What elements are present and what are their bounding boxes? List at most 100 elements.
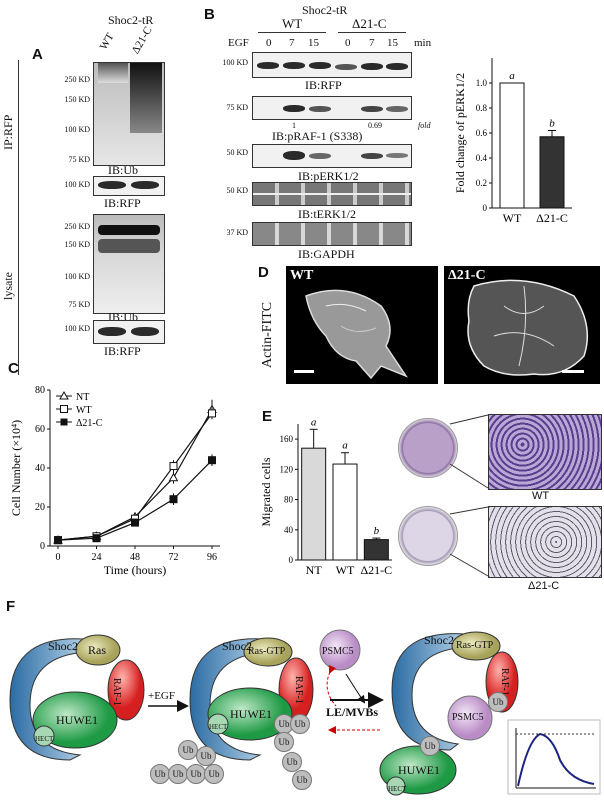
panel-b-ib-perk: IB:pERK1/2 [298,169,359,183]
panel-d-mut-label: Δ21-C [448,268,486,283]
bar [332,463,358,561]
ub-chain-item: Ub [290,714,310,734]
panel-a-header: Shoc2-tR [108,13,154,27]
panel-b-ib-gapdh: IB:GAPDH [298,247,355,261]
panel-d-letter: D [258,264,269,281]
f-lemvb: LE/MVBs [326,705,379,719]
series-line [57,459,213,541]
y-tick-label: 60 [35,424,45,435]
y-tick-label: 40 [35,463,45,474]
ub-chain-item: Ub [178,740,198,760]
panel-e-mut-zoom [488,506,602,578]
ub-chain-item: Ub [150,764,170,784]
panel-b-ib-rfp: IB:RFP [305,78,342,92]
x-tick-label: 72 [169,552,179,563]
panel-f-letter: F [6,598,16,615]
data-point [92,534,101,543]
panel-b-quant-chart: 0 0.2 0.4 0.6 0.8 1.0 a WT b Δ21-C Fold change of … [453,58,572,225]
panel-b-t5: 15 [387,37,398,49]
ub-chain-item: Ub [186,764,206,784]
x-axis-label: Time (hours) [104,563,167,577]
panel-a-lys-marker-rfp: 100 KD [64,324,90,333]
panel-b-t1: 7 [289,37,295,49]
f-hect-1: HECT [35,735,54,743]
panel-b-kd-terk: 50 KD [226,186,248,195]
f-rasgtp-3: Ras-GTP [456,640,494,651]
y-tick-label: 0.4 [476,153,488,163]
panel-a-marker-100: 100 KD [64,125,90,134]
panel-a-marker-250: 250 KD [64,75,90,84]
panel-b-rfp-blot [252,52,412,78]
y-tick-label: 80 [284,495,294,505]
panel-b-fold-1: 1 [292,121,296,130]
legend-label: Δ21-C [76,418,103,429]
panel-a-lane-wt: WT [97,31,117,52]
panel-d-mut-image: Δ21-C [444,266,600,384]
x-tick-label: Δ21-C [536,211,568,225]
panel-b-ib-praf: IB:pRAF-1 (S338) [272,129,363,143]
panel-a-lysate-label: lysate [1,272,15,300]
ub-chain-item: Ub [488,692,508,712]
hect-shape-2 [207,713,229,735]
ub-chain-item: Ub [204,764,224,784]
panel-a-lys-marker-250: 250 KD [64,222,90,231]
f-hect-2: HECT [209,723,228,731]
legend-label: WT [76,405,92,416]
rasgtp-shape-3 [451,631,501,661]
shoc2-shape-1 [9,638,101,761]
x-tick-label: 96 [207,552,217,563]
f-huwe1-2: HUWE1 [230,707,272,721]
panel-b-t0: 0 [266,37,272,49]
y-tick-label: 0 [289,555,294,565]
data-point [208,409,216,418]
bar [301,447,327,561]
f-hect-3: HECT [388,785,407,793]
panel-b-min: min [414,37,432,49]
panel-a-ip-bracket [18,60,19,220]
panel-b-gapdh-blot [252,222,412,246]
panel-e-wt-zoom [488,414,602,490]
f-shoc2-3: Shoc2 [424,633,454,647]
y-axis-label: Migrated cells [259,457,273,526]
psmc5-red-arrow [326,664,337,707]
f-psmc5-bound: PSMC5 [452,712,484,723]
panel-a-lys-marker-150: 150 KD [64,240,90,249]
panel-c-growth-chart: 0 20 40 60 80 0 24 48 72 96 Time (hours) Cell Numbe… [9,385,220,577]
f-shoc2-1: Shoc2 [48,639,78,653]
legend-label: NT [76,392,89,403]
significance-letter: a [342,440,348,452]
f-huwe1-1: HUWE1 [56,713,98,727]
panel-e-letter: E [262,408,273,425]
y-tick-label: 1.0 [476,78,488,88]
y-tick-label: 0.6 [476,128,488,138]
panel-b-t4: 7 [369,37,375,49]
panel-b-mut-line [338,32,406,33]
panel-d-ylabel: Actin-FITC [260,301,275,368]
panel-a-marker-150: 150 KD [64,95,90,104]
hect-shape-3 [386,776,406,796]
significance-letter: b [374,525,380,537]
panel-a-ib-rfp-2: IB:RFP [104,344,141,358]
data-point [168,472,179,482]
legend-marker [59,390,69,400]
psmc5-shape-bound [447,695,493,741]
ub-chain-item: Ub [420,736,440,756]
panel-b-group-wt: WT [282,16,303,31]
y-axis-label: Fold change of pERK1/2 [453,73,467,193]
bar [539,136,565,209]
hect-shape-1 [33,725,55,747]
x-tick-label: 24 [92,552,102,563]
panel-b-kd-perk: 50 KD [226,148,248,157]
data-point [169,462,178,471]
panel-d-wt-label: WT [290,268,314,283]
panel-b-terk-blot [252,182,412,206]
y-tick-label: 0.8 [476,103,488,113]
panel-a-ip-ub-blot [93,62,165,166]
panel-b-header: Shoc2-tR [302,3,348,17]
panel-b-perk-blot [252,144,412,168]
panel-b-t2: 15 [308,37,319,49]
panel-a-lane-mut: Δ21-C [129,24,155,56]
x-tick-label: NT [306,563,323,577]
y-tick-label: 80 [35,385,45,396]
panel-a-lys-marker-75: 75 KD [68,300,90,309]
